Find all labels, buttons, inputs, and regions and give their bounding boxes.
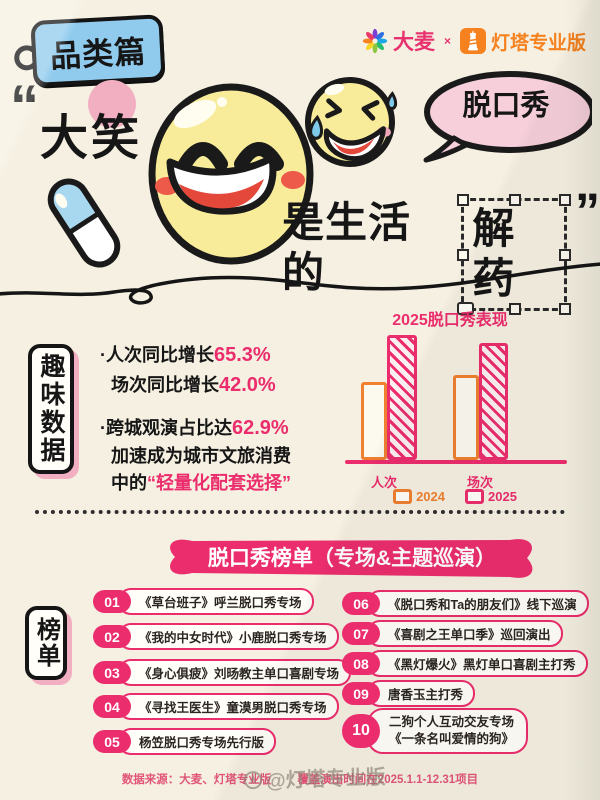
watermark-logo-icon xyxy=(244,770,263,789)
ranking-column-left: 01 《草台班子》呼兰脱口秀专场 02 《我的中女时代》小鹿脱口秀专场 03 《… xyxy=(93,588,352,763)
selection-handle xyxy=(457,249,470,262)
ranking-item: 01 《草台班子》呼兰脱口秀专场 xyxy=(93,588,314,615)
rank-title: 《身心俱疲》刘旸教主单口喜剧专场 xyxy=(118,659,352,686)
rank-badge: 08 xyxy=(342,652,380,675)
hero-phrase: 是生活的 解药 ” xyxy=(282,186,600,315)
fun-data-section-label: 趣味数据 xyxy=(28,344,74,474)
watermark: @灯塔专业版 xyxy=(243,761,386,795)
data-scope-text: 覆盖演出时间在2025.1.1-12.31项目 xyxy=(297,774,479,786)
x-axis-line xyxy=(345,460,567,464)
ranking-banner-title: 脱口秀榜单（专场&主题巡演） xyxy=(207,547,497,570)
ranking-item: 06 《脱口秀和Ta的朋友们》线下巡演 xyxy=(342,590,589,617)
pink-dot-decoration xyxy=(88,80,136,128)
rank-title: 《草台班子》呼兰脱口秀专场 xyxy=(118,588,314,615)
big-smiley-emoji xyxy=(148,83,314,265)
selection-handle xyxy=(559,302,571,315)
rank-title: 杨笠脱口秀专场先行版 xyxy=(118,728,277,755)
rank-badge: 03 xyxy=(93,661,131,684)
hero-keyword: 大笑 xyxy=(40,112,143,165)
stat-value: 42.0% xyxy=(219,374,276,396)
ranking-banner: 脱口秀榜单（专场&主题巡演） xyxy=(162,534,542,580)
damai-flower-icon xyxy=(362,28,388,54)
selection-handle xyxy=(559,194,571,206)
selection-handle xyxy=(509,302,522,315)
dotted-divider xyxy=(35,510,565,514)
ranking-item: 08 《黑灯爆火》黑灯单口喜剧主打秀 xyxy=(342,650,588,677)
rank-badge: 10 xyxy=(342,713,380,748)
fun-data-bullet-1: ·人次同比增长65.3% 场次同比增长42.0% xyxy=(100,344,276,396)
bar-2024-renci xyxy=(361,382,387,460)
chart-plot-area xyxy=(345,328,567,464)
rank-badge: 09 xyxy=(342,682,380,705)
fun-data-bullet-2: ·跨城观演占比达62.9% 加速成为城市文旅消费 中的“轻量化配套选择” xyxy=(100,417,291,493)
rank-title: 《寻找王医生》童漠男脱口秀专场 xyxy=(118,693,339,720)
rank-title: 二狗个人互动交友专场 《一条名叫爱情的狗》 xyxy=(367,708,529,754)
stat-value: 62.9% xyxy=(232,417,289,439)
selection-handle xyxy=(559,249,571,262)
rank-badge: 02 xyxy=(93,625,131,648)
ranking-section-label: 榜单 xyxy=(25,606,67,680)
brand-damai-label: 大麦 xyxy=(392,31,435,54)
selection-handle xyxy=(457,194,470,206)
ranking-item: 07 《喜剧之王单口季》巡回演出 xyxy=(342,620,563,647)
ranking-item: 02 《我的中女时代》小鹿脱口秀专场 xyxy=(93,623,339,650)
beacon-lighthouse-icon xyxy=(459,28,486,54)
rank-badge: 04 xyxy=(93,695,131,718)
stat-value: 65.3% xyxy=(214,344,271,366)
rank-title: 唐香玉主打秀 xyxy=(367,680,476,707)
laughing-crying-emoji xyxy=(305,77,398,167)
rank-title: 《脱口秀和Ta的朋友们》线下巡演 xyxy=(367,590,589,617)
bar-chart: 2025脱口秀表现 人次 场次 2024 2025 xyxy=(345,296,567,506)
ribbon-shape xyxy=(170,539,533,578)
hero-phrase-text: 是生活的 xyxy=(282,199,412,297)
brand-bar: 大麦 × 灯塔专业版 xyxy=(362,26,586,56)
x-tick-changci: 场次 xyxy=(466,475,493,490)
watermark-text: @灯塔专业版 xyxy=(265,766,386,793)
data-source-text: 数据来源：大麦、灯塔专业版 xyxy=(121,774,272,786)
chart-legend: 2024 2025 xyxy=(345,489,565,504)
bar-2025-renci xyxy=(387,335,417,460)
bar-2024-changci xyxy=(453,375,479,460)
ranking-item: 05 杨笠脱口秀专场先行版 xyxy=(93,728,277,755)
rank-badge: 07 xyxy=(342,622,380,645)
footer-source: 数据来源：大麦、灯塔专业版 覆盖演出时间在2025.1.1-12.31项目 xyxy=(0,771,600,787)
squiggle-divider xyxy=(0,262,600,305)
ranking-column-right: 06 《脱口秀和Ta的朋友们》线下巡演 07 《喜剧之王单口季》巡回演出 08 … xyxy=(342,588,597,763)
rank-title: 《喜剧之王单口季》巡回演出 xyxy=(367,620,563,647)
highlight-phrase: “轻量化配套选择” xyxy=(147,473,291,493)
rank-title: 《黑灯爆火》黑灯单口喜剧主打秀 xyxy=(367,650,588,677)
ranking-item: 10 二狗个人互动交友专场 《一条名叫爱情的狗》 xyxy=(342,708,529,754)
brand-separator: × xyxy=(443,34,451,48)
bar-2025-changci xyxy=(479,343,508,460)
ranking-item: 03 《身心俱疲》刘旸教主单口喜剧专场 xyxy=(93,659,352,686)
selection-handle xyxy=(457,301,475,315)
rank-badge: 06 xyxy=(342,592,380,615)
legend-2025: 2025 xyxy=(465,489,517,504)
selection-handle xyxy=(509,194,522,206)
rank-badge: 01 xyxy=(93,590,131,613)
fun-data-bullets: ·人次同比增长65.3% 场次同比增长42.0% ·跨城观演占比达62.9% 加… xyxy=(100,340,355,510)
open-quote-mark: “ xyxy=(10,74,39,139)
speech-bubble: 脱口秀 xyxy=(420,68,596,164)
legend-swatch-2025 xyxy=(465,489,484,504)
chart-title: 2025脱口秀表现 xyxy=(392,312,508,329)
ranking-item: 09 唐香玉主打秀 xyxy=(342,680,476,707)
pill-capsule-icon xyxy=(47,178,121,268)
close-quote-mark: ” xyxy=(575,183,600,239)
brand-beacon-label: 灯塔专业版 xyxy=(490,32,586,54)
rank-title: 《我的中女时代》小鹿脱口秀专场 xyxy=(118,623,339,650)
x-tick-renci: 人次 xyxy=(370,475,397,490)
legend-swatch-2024 xyxy=(393,489,413,504)
rank-badge: 05 xyxy=(93,730,131,753)
ranking-item: 04 《寻找王医生》童漠男脱口秀专场 xyxy=(93,693,339,720)
legend-2024: 2024 xyxy=(393,489,445,504)
bubble-label: 脱口秀 xyxy=(462,90,550,122)
